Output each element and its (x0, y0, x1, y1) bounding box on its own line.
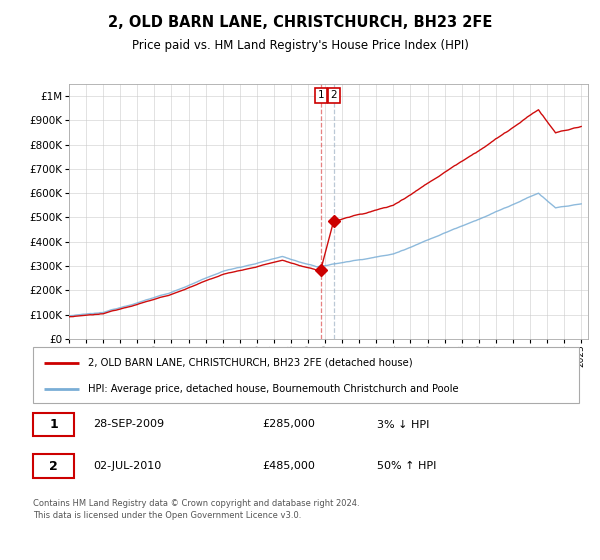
Text: £285,000: £285,000 (262, 419, 315, 430)
Text: 02-JUL-2010: 02-JUL-2010 (93, 461, 161, 471)
FancyBboxPatch shape (33, 347, 579, 403)
Text: 1: 1 (49, 418, 58, 431)
Text: Contains HM Land Registry data © Crown copyright and database right 2024.
This d: Contains HM Land Registry data © Crown c… (33, 499, 359, 520)
Text: 3% ↓ HPI: 3% ↓ HPI (377, 419, 430, 430)
Text: 2, OLD BARN LANE, CHRISTCHURCH, BH23 2FE (detached house): 2, OLD BARN LANE, CHRISTCHURCH, BH23 2FE… (88, 358, 412, 368)
Text: HPI: Average price, detached house, Bournemouth Christchurch and Poole: HPI: Average price, detached house, Bour… (88, 384, 458, 394)
Text: 50% ↑ HPI: 50% ↑ HPI (377, 461, 436, 471)
Text: £485,000: £485,000 (262, 461, 315, 471)
Text: 1: 1 (317, 90, 324, 100)
Text: Price paid vs. HM Land Registry's House Price Index (HPI): Price paid vs. HM Land Registry's House … (131, 39, 469, 53)
Text: 28-SEP-2009: 28-SEP-2009 (93, 419, 164, 430)
Text: 2: 2 (49, 460, 58, 473)
Text: 2, OLD BARN LANE, CHRISTCHURCH, BH23 2FE: 2, OLD BARN LANE, CHRISTCHURCH, BH23 2FE (108, 15, 492, 30)
FancyBboxPatch shape (33, 454, 74, 478)
FancyBboxPatch shape (33, 413, 74, 436)
Text: 2: 2 (331, 90, 337, 100)
